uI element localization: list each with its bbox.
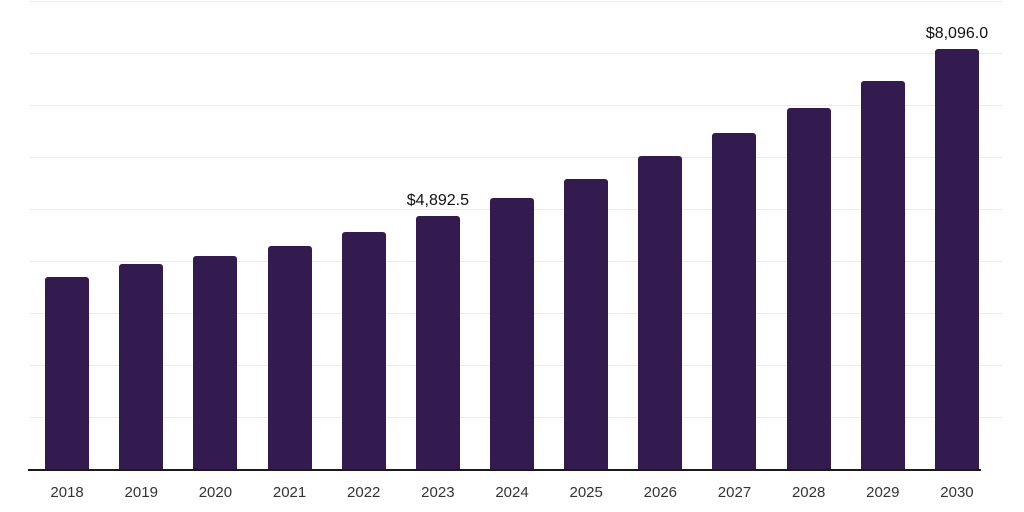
bar-slot (104, 2, 178, 470)
x-tick-label: 2021 (272, 484, 307, 501)
bar-slot (549, 2, 623, 470)
x-tick-label: 2022 (347, 484, 381, 501)
x-tick-label: 2018 (50, 484, 84, 501)
bar (341, 231, 386, 470)
bar (490, 198, 535, 470)
bar-slot: $8,096.0 (920, 2, 994, 470)
x-tick-label: 2029 (866, 484, 900, 501)
bar (564, 178, 609, 470)
bar (934, 49, 979, 470)
x-tick-label: 2020 (198, 484, 233, 501)
gridline (30, 157, 1002, 158)
bar-series: $4,892.5 $8,096.0 (30, 2, 994, 470)
bar-slot (252, 2, 326, 470)
x-axis-line (28, 469, 981, 471)
bar-slot (623, 2, 697, 470)
bar-slot (30, 2, 104, 470)
bar-slot (772, 2, 846, 470)
bar (415, 215, 460, 470)
bar-value-label: $8,096.0 (925, 25, 989, 43)
bar (267, 245, 312, 470)
gridline (30, 1, 1002, 2)
x-tick-label: 2028 (791, 484, 826, 501)
bar (860, 81, 905, 470)
bar-slot (697, 2, 771, 470)
bar-slot: $4,892.5 (401, 2, 475, 470)
bar (638, 156, 683, 470)
x-tick-label: 2019 (124, 484, 158, 501)
bar (786, 108, 831, 470)
bar (45, 276, 90, 470)
bar (712, 132, 757, 470)
bar-slot (475, 2, 549, 470)
bar-slot (327, 2, 401, 470)
x-tick-label: 2026 (643, 484, 678, 501)
gridline (30, 105, 1002, 106)
gridline (30, 53, 1002, 54)
x-tick-label: 2027 (717, 484, 752, 501)
bar (119, 264, 164, 470)
bar-value-label: $4,892.5 (406, 191, 469, 209)
bar-slot (178, 2, 252, 470)
x-tick-label: 2030 (940, 484, 974, 501)
bar (193, 256, 238, 470)
x-tick-label: 2023 (421, 484, 455, 501)
x-tick-label: 2025 (569, 484, 603, 501)
bar-slot (846, 2, 920, 470)
x-tick-label: 2024 (495, 484, 529, 501)
x-axis-labels: 2018 2019 2020 2021 2022 2023 2024 2025 2026 2027… (30, 484, 994, 501)
plot-area: $4,892.5 $8,096.0 (28, 1, 1002, 471)
